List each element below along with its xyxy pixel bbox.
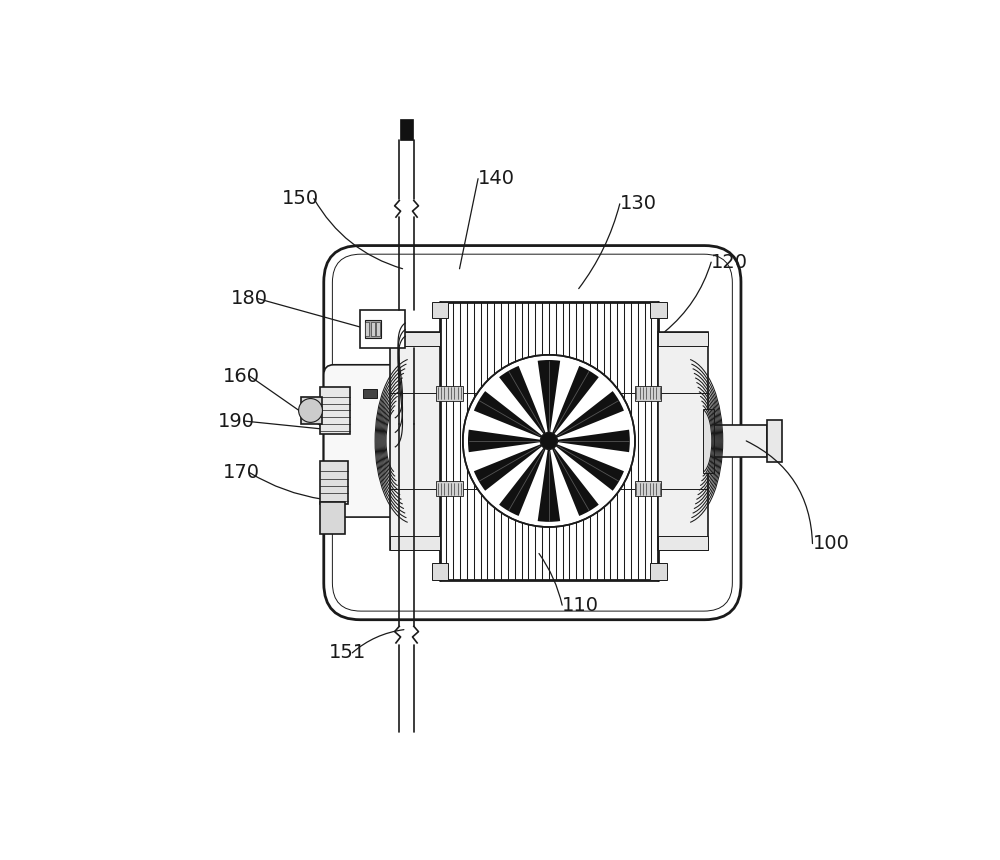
Bar <box>658 536 708 550</box>
Wedge shape <box>499 441 549 516</box>
Wedge shape <box>538 360 560 441</box>
Text: 160: 160 <box>223 366 260 385</box>
Wedge shape <box>549 441 599 516</box>
Circle shape <box>299 398 322 422</box>
Bar <box>650 302 667 318</box>
Bar <box>390 332 440 347</box>
Bar <box>376 322 380 336</box>
Text: 170: 170 <box>223 464 260 482</box>
Bar <box>650 563 667 580</box>
Bar <box>365 321 381 338</box>
Bar <box>708 425 767 457</box>
Text: 130: 130 <box>620 194 657 213</box>
Text: 180: 180 <box>231 289 268 308</box>
Bar <box>635 386 661 401</box>
Wedge shape <box>549 391 624 441</box>
Wedge shape <box>538 441 560 522</box>
Bar <box>432 302 448 318</box>
Bar <box>320 461 348 504</box>
Bar <box>360 310 405 348</box>
Bar <box>635 482 661 496</box>
Bar <box>703 409 714 473</box>
Bar <box>390 332 440 550</box>
Text: 140: 140 <box>478 169 515 188</box>
Bar <box>365 322 369 336</box>
Circle shape <box>463 355 635 527</box>
Bar <box>767 420 782 462</box>
Wedge shape <box>549 430 630 452</box>
Text: 150: 150 <box>282 189 319 208</box>
Wedge shape <box>468 430 549 452</box>
Wedge shape <box>499 366 549 441</box>
Wedge shape <box>474 441 549 491</box>
Wedge shape <box>474 391 549 441</box>
Bar <box>371 322 375 336</box>
FancyBboxPatch shape <box>324 246 741 620</box>
Wedge shape <box>549 366 599 441</box>
Text: 190: 190 <box>218 412 255 431</box>
Wedge shape <box>549 441 624 491</box>
Bar <box>658 332 708 347</box>
Bar <box>390 536 440 550</box>
Bar <box>363 390 377 398</box>
Bar <box>658 332 708 550</box>
FancyBboxPatch shape <box>324 365 400 517</box>
Text: 110: 110 <box>562 596 599 615</box>
Bar <box>320 387 350 434</box>
Bar <box>400 119 413 140</box>
Text: 151: 151 <box>328 643 366 662</box>
Text: 120: 120 <box>711 253 748 272</box>
Bar <box>436 482 463 496</box>
Bar <box>301 396 322 424</box>
Circle shape <box>540 433 558 450</box>
Bar <box>436 386 463 401</box>
Bar <box>400 140 413 199</box>
Bar <box>432 563 448 580</box>
Text: 100: 100 <box>812 534 849 553</box>
Bar <box>320 502 345 533</box>
